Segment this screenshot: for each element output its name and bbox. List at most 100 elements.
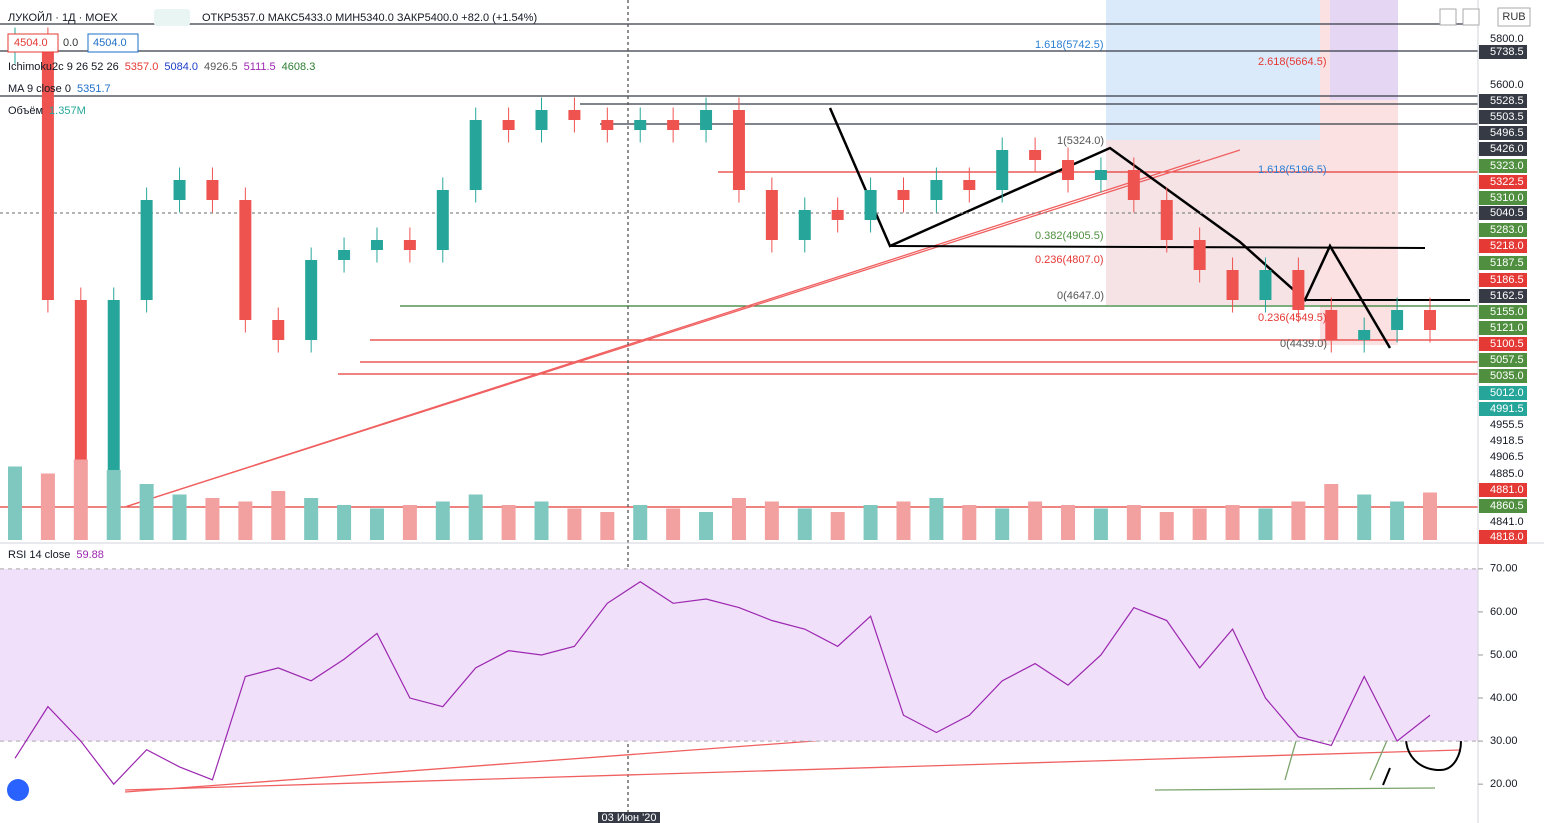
candle-body	[140, 200, 153, 300]
price-tag-label: 4906.5	[1490, 451, 1524, 463]
candle-body	[1193, 240, 1206, 270]
volume-bar	[896, 501, 911, 540]
date-label: 03 Июн '20	[602, 812, 657, 823]
price-box[interactable]	[7, 33, 59, 53]
price-tag	[1479, 321, 1527, 335]
indicator-value: 5084.0	[164, 61, 198, 73]
candle-body	[370, 240, 383, 250]
candle-body	[963, 180, 976, 190]
candle-body	[1424, 310, 1436, 330]
price-tag-label: 4991.5	[1490, 403, 1524, 415]
price-tag	[1479, 386, 1527, 400]
volume-bar	[468, 494, 483, 540]
price-tag-label: 5162.5	[1490, 290, 1524, 302]
volume-bar	[534, 501, 549, 540]
candle-body	[700, 110, 713, 130]
indicator-badge[interactable]	[154, 9, 190, 26]
candle-body	[864, 190, 877, 220]
price-tag	[1479, 402, 1527, 416]
price-tag-label: 5100.5	[1490, 338, 1524, 350]
indicator-value: 5111.5	[244, 61, 276, 73]
rsi-last: 59.88	[76, 549, 104, 561]
volume-bar	[73, 459, 88, 540]
volume-bar	[337, 505, 352, 540]
candle-body	[173, 180, 186, 200]
volume-bar	[962, 505, 977, 540]
price-tag-label: 4918.5	[1490, 435, 1524, 447]
price-tag	[1479, 223, 1527, 237]
price-tag	[1479, 369, 1527, 383]
volume-bar	[238, 501, 253, 540]
h-line	[889, 245, 1426, 249]
price-tag	[1479, 499, 1527, 513]
button[interactable]	[1462, 8, 1480, 26]
volume-bar	[1126, 505, 1141, 540]
fib-zone	[1330, 0, 1398, 100]
fib-label: 0.236(4807.0)	[1035, 254, 1104, 266]
price-tag	[1479, 483, 1527, 497]
candle-body	[1127, 170, 1140, 200]
date-box	[598, 812, 660, 823]
arrow	[1382, 767, 1391, 786]
candle-body	[1391, 310, 1404, 330]
candle-body	[930, 180, 943, 200]
price-tag	[1479, 515, 1527, 529]
rsi-line	[14, 581, 1431, 786]
volume-bar	[731, 498, 746, 540]
ohlc: ОТКР5357.0 МАКС5433.0 МИН5340.0 ЗАКР5400…	[202, 12, 537, 24]
price-tag	[1479, 353, 1527, 367]
rsi-trend	[124, 749, 1461, 791]
candle-body	[601, 120, 614, 130]
volume-bar	[1192, 508, 1207, 540]
volume-bar	[929, 498, 944, 540]
volume-bar	[205, 498, 220, 540]
price-tag	[1479, 418, 1527, 432]
price-tag-label: 5012.0	[1490, 387, 1524, 399]
candle-body	[765, 190, 778, 240]
candle-body	[239, 200, 252, 320]
price-tag-label: 5035.0	[1490, 370, 1524, 382]
candle-body	[107, 300, 120, 480]
price-tag-label: 5600.0	[1490, 79, 1524, 91]
price-tag	[1479, 126, 1527, 140]
price-tag-label: 5323.0	[1490, 160, 1524, 172]
volume-bar	[699, 512, 714, 540]
volume-bar	[139, 484, 154, 540]
volume-bar	[1061, 505, 1076, 540]
volume-bar	[304, 498, 319, 540]
price-tag-label: 5121.0	[1490, 322, 1524, 334]
price-tag	[1479, 337, 1527, 351]
volume-bar	[995, 508, 1010, 540]
symbol: ЛУКОЙЛ · 1Д · MOEX	[8, 11, 118, 24]
price-tag-label: 5057.5	[1490, 354, 1524, 366]
price-tag-label: 5800.0	[1490, 33, 1524, 45]
price-tag	[1479, 175, 1527, 189]
price-tag	[1479, 434, 1527, 448]
price-tag-label: 5322.5	[1490, 176, 1524, 188]
indicator-legend: MA 9 close 0 5351.7	[8, 83, 111, 95]
currency-box[interactable]	[1497, 7, 1531, 27]
candle-body	[1226, 270, 1239, 300]
price-tag	[1479, 191, 1527, 205]
price-tag	[1479, 450, 1527, 464]
price-tag-label: 5528.5	[1490, 95, 1524, 107]
price-tag-label: 5738.5	[1490, 46, 1524, 58]
candle-body	[1160, 200, 1173, 240]
button[interactable]	[1439, 8, 1457, 26]
candle-body	[1259, 270, 1272, 300]
volume-bar	[600, 512, 615, 540]
logo[interactable]	[7, 779, 29, 801]
price-tag	[1479, 32, 1527, 46]
volume-bar	[369, 508, 384, 540]
price-tag-label: 5187.5	[1490, 257, 1524, 269]
candle-body	[403, 240, 416, 250]
price-box[interactable]	[87, 33, 139, 53]
volume-bar	[402, 505, 417, 540]
volume-bar	[830, 512, 845, 540]
volume-bar	[8, 466, 22, 540]
price-tag-label: 5186.5	[1490, 274, 1524, 286]
indicator-value: 5351.7	[77, 83, 111, 95]
price-tag	[1479, 110, 1527, 124]
price-tag-label: 5155.0	[1490, 306, 1524, 318]
candle-body	[732, 110, 745, 190]
